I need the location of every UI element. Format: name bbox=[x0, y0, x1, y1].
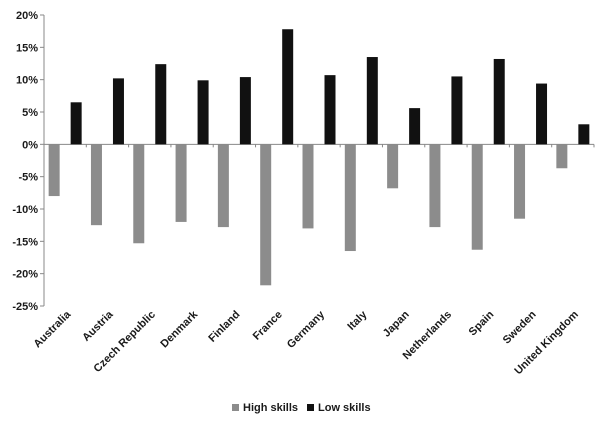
bar-low-skills-france bbox=[282, 29, 294, 145]
y-tick-label: 15% bbox=[16, 42, 38, 54]
y-tick-label: -20% bbox=[12, 269, 38, 281]
bar-low-skills-sweden bbox=[536, 83, 548, 145]
legend-label: Low skills bbox=[318, 402, 371, 414]
bar-high-skills-france bbox=[260, 144, 272, 286]
y-tick-label: 5% bbox=[22, 107, 38, 119]
bar-high-skills-japan bbox=[387, 144, 399, 189]
bar-low-skills-australia bbox=[70, 102, 82, 145]
x-category-label: Germany bbox=[285, 308, 328, 351]
bar-high-skills-sweden bbox=[514, 144, 526, 219]
x-category-label: Austria bbox=[80, 308, 116, 344]
bar-high-skills-italy bbox=[344, 144, 356, 252]
y-tick-label: 10% bbox=[16, 75, 38, 87]
bar-low-skills-germany bbox=[324, 75, 336, 145]
bar-high-skills-finland bbox=[217, 144, 229, 228]
bar-low-skills-spain bbox=[493, 58, 505, 145]
x-category-label: Japan bbox=[381, 308, 412, 339]
bar-high-skills-united-kingdom bbox=[556, 144, 568, 169]
bar-high-skills-denmark bbox=[175, 144, 187, 222]
x-category-label: Spain bbox=[467, 308, 497, 338]
y-tick-label: -15% bbox=[12, 236, 38, 248]
bars-layer bbox=[48, 29, 590, 286]
x-category-label: Australia bbox=[32, 308, 74, 350]
legend-label: High skills bbox=[243, 402, 298, 414]
legend: High skills Low skills bbox=[232, 402, 371, 414]
bar-high-skills-germany bbox=[302, 144, 314, 229]
bar-high-skills-netherlands bbox=[429, 144, 441, 228]
bar-low-skills-austria bbox=[112, 78, 124, 145]
bar-low-skills-netherlands bbox=[451, 76, 463, 145]
x-category-label: France bbox=[251, 309, 285, 343]
axes-layer: -25% -20% -15% -10% -5% 0% 5% 10% 15% 20% bbox=[12, 10, 595, 313]
y-tick-label: 0% bbox=[22, 139, 38, 151]
bar-low-skills-italy bbox=[366, 57, 378, 145]
bar-low-skills-finland bbox=[239, 77, 251, 145]
x-category-label: Sweden bbox=[501, 308, 539, 346]
legend-swatch bbox=[307, 404, 314, 411]
y-tick-label: 20% bbox=[16, 10, 38, 22]
bar-high-skills-czech-republic bbox=[133, 144, 145, 244]
x-category-label: Italy bbox=[345, 308, 370, 333]
bar-low-skills-japan bbox=[409, 108, 421, 145]
y-tick-label: -25% bbox=[12, 301, 38, 313]
bar-low-skills-czech-republic bbox=[155, 64, 167, 145]
x-category-label: Denmark bbox=[158, 308, 200, 350]
bar-high-skills-spain bbox=[471, 144, 483, 250]
bar-high-skills-australia bbox=[48, 144, 60, 197]
x-category-label: Finland bbox=[206, 309, 242, 345]
bar-high-skills-austria bbox=[90, 144, 102, 226]
y-tick-label: -5% bbox=[18, 172, 38, 184]
bar-low-skills-denmark bbox=[197, 80, 209, 145]
legend-swatch bbox=[232, 404, 239, 411]
y-tick-label: -10% bbox=[12, 204, 38, 216]
bar-low-skills-united-kingdom bbox=[578, 124, 590, 145]
